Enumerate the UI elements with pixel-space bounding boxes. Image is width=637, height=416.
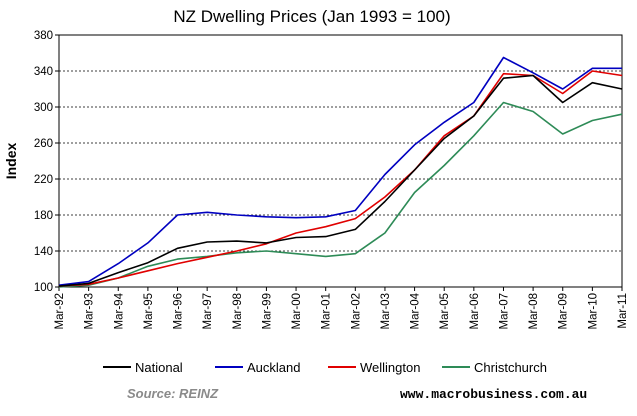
x-tick-label: Mar-94 (113, 292, 125, 329)
y-axis-label: Index (3, 143, 19, 180)
x-tick-label: Mar-10 (587, 293, 599, 329)
legend-label-christchurch: Christchurch (474, 360, 547, 375)
y-tick-label: 100 (34, 282, 53, 294)
legend: National Auckland Wellington Christchurch (103, 360, 547, 375)
y-tick-label: 300 (34, 102, 53, 114)
series-line-national (58, 74, 623, 287)
x-tick-label: Mar-09 (558, 293, 570, 329)
legend-label-national: National (135, 360, 183, 375)
x-tick-label: Mar-96 (173, 293, 185, 329)
y-tick-label: 260 (34, 138, 53, 150)
x-tick-label: Mar-07 (498, 293, 510, 329)
series-line-wellington (58, 70, 623, 287)
x-tick-label: Mar-97 (202, 293, 214, 329)
x-axis: Mar-92 Mar-93 Mar-94 Mar-95 Mar-96 Mar-97 Mar-… (54, 287, 629, 329)
x-tick-label: Mar-06 (469, 293, 481, 329)
x-tick-label: Mar-02 (350, 293, 362, 329)
legend-label-wellington: Wellington (360, 360, 420, 375)
y-axis: 100 140 180 220 260 300 340 380 (34, 30, 59, 294)
x-tick-label: Mar-98 (232, 293, 244, 329)
x-tick-label: Mar-99 (261, 293, 273, 329)
x-tick-label: Mar-03 (380, 293, 392, 329)
x-tick-label: Mar-11 (617, 293, 629, 329)
x-tick-label: Mar-04 (410, 292, 422, 329)
chart-title: NZ Dwelling Prices (Jan 1993 = 100) (173, 7, 450, 26)
y-tick-label: 220 (34, 174, 53, 186)
y-tick-label: 340 (34, 66, 53, 78)
source-note: Source: REINZ (127, 386, 219, 401)
x-tick-label: Mar-00 (291, 293, 303, 329)
x-tick-label: Mar-05 (439, 293, 451, 329)
series-line-auckland (58, 56, 622, 286)
y-tick-label: 380 (34, 30, 53, 42)
x-tick-label: Mar-93 (84, 293, 96, 329)
x-tick-label: Mar-01 (321, 293, 333, 329)
x-tick-label: Mar-92 (54, 293, 66, 329)
plot-area (58, 34, 623, 288)
website-url: www.macrobusiness.com.au (400, 387, 587, 402)
series-lines (58, 56, 623, 288)
x-tick-label: Mar-95 (143, 293, 155, 329)
y-tick-label: 180 (34, 210, 53, 222)
legend-label-auckland: Auckland (247, 360, 300, 375)
x-tick-label: Mar-08 (528, 293, 540, 329)
y-tick-label: 140 (34, 246, 53, 258)
series-line-christchurch (58, 101, 623, 288)
gridlines (59, 70, 622, 252)
